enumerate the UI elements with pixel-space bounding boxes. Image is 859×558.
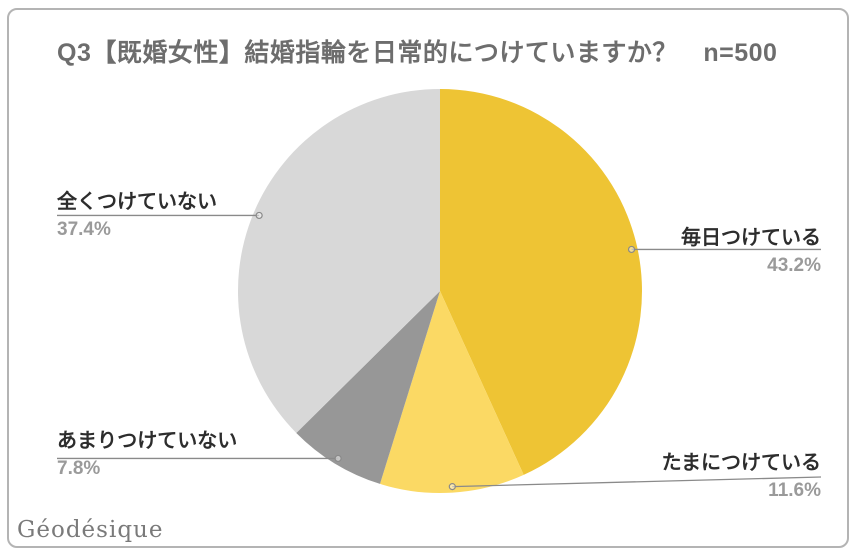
pie-slice-3 [237,89,440,433]
pie-slice-1 [380,291,524,493]
watermark-logo: Géodésique [17,517,164,543]
callout-percentage: 43.2% [767,255,821,276]
pie-slice-0 [440,89,642,475]
callout-rarely: あまりつけていない 7.8% [57,430,237,479]
leader-line-1 [452,476,822,488]
leader-dot-1 [448,483,456,491]
callout-label: たまにつけている [661,452,821,474]
callout-label: あまりつけていない [57,430,238,452]
callout-label: 毎日つけている [681,227,821,249]
pie-slice-2 [296,291,440,484]
callout-percentage: 37.4% [57,219,111,240]
callout-never: 全くつけていない 37.4% [57,191,217,240]
leader-dot-0 [627,245,636,254]
callout-occasionally: たまにつけている 11.6% [662,452,821,501]
leader-dot-2 [334,454,342,463]
callout-label: 全くつけていない [57,191,217,213]
chart-title: Q3【既婚女性】結婚指輪を日常的につけていますか？ n=500 [57,39,778,67]
callout-percentage: 11.6% [768,480,821,501]
leader-dot-3 [255,211,263,220]
callout-every-day: 毎日つけている 43.2% [681,227,821,276]
callout-percentage: 7.8% [57,458,101,479]
